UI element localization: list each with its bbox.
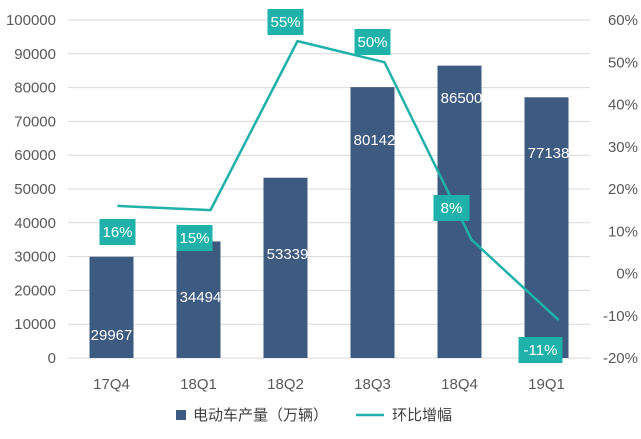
right-tick-label: 40% — [608, 97, 638, 114]
growth-data-label: -11% — [524, 342, 558, 359]
gridlines — [68, 19, 590, 359]
right-tick-label: -10% — [603, 308, 638, 325]
bar-18Q3 — [350, 87, 395, 358]
right-tick-label: 50% — [608, 54, 638, 71]
bar-data-label: 80142 — [354, 132, 396, 149]
growth-label-box — [176, 225, 213, 251]
legend: 电动车产量（万辆） 环比增幅 — [176, 407, 452, 424]
growth-data-label: 8% — [441, 200, 463, 217]
left-tick-label: 50000 — [14, 181, 56, 198]
left-tick-label: 70000 — [14, 113, 56, 130]
bar-18Q1 — [176, 241, 221, 358]
left-tick-label: 30000 — [14, 249, 56, 266]
category-label: 19Q1 — [528, 376, 565, 393]
left-axis-ticks: 0 10000 20000 30000 40000 50000 60000 70000 8000… — [6, 12, 56, 367]
bar-data-label: 53339 — [267, 246, 309, 263]
category-axis-labels: 17Q4 18Q1 18Q2 18Q3 18Q4 19Q1 — [93, 376, 565, 393]
growth-line — [117, 39, 560, 321]
growth-label-box — [99, 219, 136, 245]
right-tick-label: 20% — [608, 181, 638, 198]
bar-data-label: 77138 — [528, 145, 570, 162]
left-tick-label: 100000 — [6, 12, 56, 29]
bar-17Q4 — [89, 256, 134, 358]
right-tick-label: -20% — [603, 350, 638, 367]
growth-label-box — [267, 9, 304, 35]
left-tick-label: 90000 — [14, 46, 56, 63]
left-tick-label: 80000 — [14, 80, 56, 97]
right-tick-label: 10% — [608, 223, 638, 240]
bar-18Q2 — [263, 177, 308, 358]
bar-data-label: 29967 — [91, 327, 133, 344]
bar-data-label: 86500 — [441, 90, 483, 107]
legend-bar-label: 电动车产量（万辆） — [193, 407, 328, 424]
left-tick-label: 10000 — [14, 316, 56, 333]
right-tick-label: 60% — [608, 12, 638, 29]
growth-data-label: 15% — [179, 230, 209, 247]
category-label: 18Q4 — [441, 376, 478, 393]
category-label: 18Q1 — [180, 376, 217, 393]
category-label: 18Q2 — [267, 376, 304, 393]
left-tick-label: 40000 — [14, 215, 56, 232]
bar-data-labels: 29967 34494 53339 80142 86500 77138 — [91, 90, 570, 344]
growth-label-box — [518, 337, 563, 363]
line-series — [117, 39, 560, 321]
right-tick-label: 30% — [608, 139, 638, 156]
growth-data-labels: 16% 15% 55% 50% 8% -11% — [99, 9, 563, 363]
left-tick-label: 60000 — [14, 147, 56, 164]
growth-label-box — [354, 29, 391, 55]
right-tick-label: 0% — [616, 266, 638, 283]
bar-19Q1 — [524, 97, 569, 358]
left-tick-label: 0 — [48, 350, 56, 367]
legend-bar-swatch — [176, 410, 186, 420]
growth-data-label: 50% — [357, 34, 387, 51]
growth-label-box — [433, 195, 470, 221]
right-axis-ticks: -20% -10% 0% 10% 20% 30% 40% 50% 60% — [603, 12, 638, 367]
growth-data-label: 16% — [102, 224, 132, 241]
category-label: 17Q4 — [93, 376, 130, 393]
left-tick-label: 20000 — [14, 282, 56, 299]
bar-data-label: 34494 — [180, 289, 222, 306]
legend-line-label: 环比增幅 — [392, 407, 452, 424]
bar-series — [89, 65, 569, 358]
category-label: 18Q3 — [354, 376, 391, 393]
growth-data-label: 55% — [270, 14, 300, 31]
